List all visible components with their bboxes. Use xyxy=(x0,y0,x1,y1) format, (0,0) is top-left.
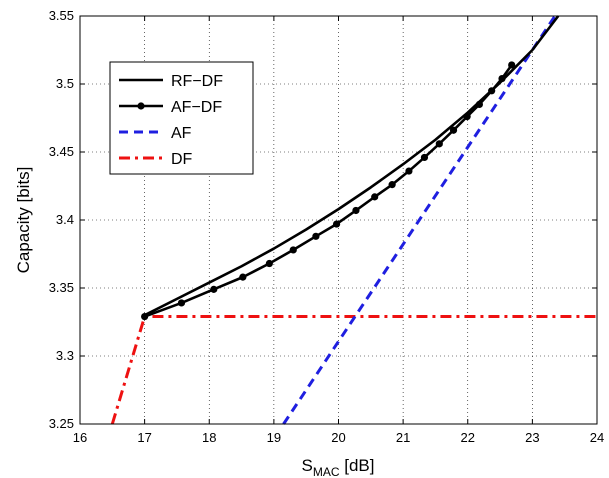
y-tick-label: 3.35 xyxy=(49,280,74,295)
y-tick-label: 3.55 xyxy=(49,8,74,23)
legend-label-df: DF xyxy=(171,151,193,168)
point-af-df xyxy=(332,220,341,228)
x-tick-label: 18 xyxy=(202,430,216,445)
ticks xyxy=(79,15,598,425)
y-tick-label: 3.5 xyxy=(56,76,74,91)
y-tick-label: 3.4 xyxy=(56,212,74,227)
point-af-df xyxy=(265,259,273,268)
series-layer xyxy=(110,15,597,425)
x-tick-label: 17 xyxy=(137,430,151,445)
series-line-rf-df xyxy=(144,15,560,317)
point-af-df xyxy=(435,140,443,148)
y-tick-label: 3.3 xyxy=(56,348,74,363)
y-tick-label: 3.45 xyxy=(49,144,74,159)
point-af-df xyxy=(210,285,218,293)
point-af-df xyxy=(388,181,396,189)
point-af-df xyxy=(352,206,360,215)
point-af-df xyxy=(177,299,186,307)
x-axis-label-rest: [dB] xyxy=(340,456,375,475)
point-af-df xyxy=(508,61,516,69)
x-axis-label-main: S xyxy=(302,456,313,475)
x-tick-label: 20 xyxy=(331,430,345,445)
x-tick-label: 19 xyxy=(267,430,281,445)
series-line-af xyxy=(282,15,557,425)
y-axis-label: Capacity [bits] xyxy=(14,167,33,274)
x-axis-label: SMAC [dB] xyxy=(302,456,375,478)
point-af-df xyxy=(289,246,297,254)
x-tick-label: 22 xyxy=(461,430,475,445)
x-tick-label: 23 xyxy=(525,430,539,445)
point-af-df xyxy=(371,193,379,201)
x-tick-label: 24 xyxy=(590,430,604,445)
point-af-df xyxy=(449,126,458,134)
x-tick-label: 16 xyxy=(73,430,87,445)
tick-labels: 16 17 18 19 20 21 22 23 24 3.25 3.3 3.35 3.4 3.45 3.5 3… xyxy=(49,8,605,445)
legend-label-af-df: AF−DF xyxy=(171,99,222,116)
y-tick-label: 3.25 xyxy=(49,416,74,431)
point-af-df xyxy=(420,153,429,162)
point-af-df xyxy=(312,232,320,240)
legend-marker-af-df xyxy=(137,102,145,110)
point-af-df xyxy=(405,167,413,175)
point-af-df xyxy=(239,273,247,281)
legend-label-af: AF xyxy=(171,125,192,142)
legend: RF−DF AF−DF AF DF xyxy=(109,61,254,175)
x-axis-label-sub: MAC xyxy=(313,465,340,478)
legend-label-rf-df: RF−DF xyxy=(171,73,223,90)
x-tick-label: 21 xyxy=(396,430,410,445)
